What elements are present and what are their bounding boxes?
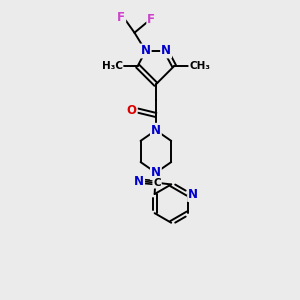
Text: N: N [134, 175, 144, 188]
Text: O: O [127, 104, 137, 117]
Text: C: C [153, 178, 161, 188]
Text: H₃C: H₃C [101, 61, 122, 71]
Text: F: F [147, 13, 155, 26]
Text: N: N [151, 124, 161, 137]
Text: N: N [141, 44, 151, 57]
Text: CH₃: CH₃ [189, 61, 210, 71]
Text: F: F [117, 11, 125, 24]
Text: N: N [188, 188, 198, 201]
Text: N: N [161, 44, 171, 57]
Text: N: N [151, 166, 161, 179]
